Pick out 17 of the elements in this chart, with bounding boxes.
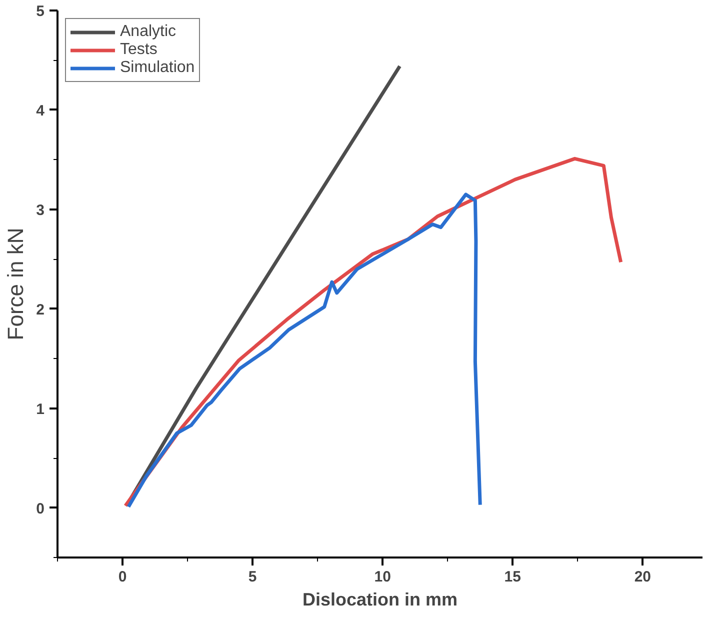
y-axis-title: Force in kN [3, 228, 28, 340]
x-tick-label: 20 [634, 568, 652, 586]
line-series [126, 192, 482, 509]
y-tick-label: 1 [36, 400, 44, 418]
y-tick-label: 2 [36, 301, 44, 318]
y-tick-label: 4 [36, 102, 46, 120]
y-tick-label: 0 [36, 500, 44, 518]
legend-label: Analytic [120, 23, 176, 41]
y-tick-label: 3 [36, 202, 44, 219]
x-axis-title: Dislocation in mm [302, 590, 458, 610]
legend-label: Tests [120, 41, 158, 59]
x-tick-label: 0 [118, 568, 127, 586]
y-tick-label: 5 [36, 3, 44, 20]
x-tick-label: 10 [374, 568, 391, 586]
x-tick-label: 5 [248, 568, 257, 586]
x-tick-label: 15 [504, 568, 521, 586]
legend-label: Simulation [120, 59, 195, 77]
